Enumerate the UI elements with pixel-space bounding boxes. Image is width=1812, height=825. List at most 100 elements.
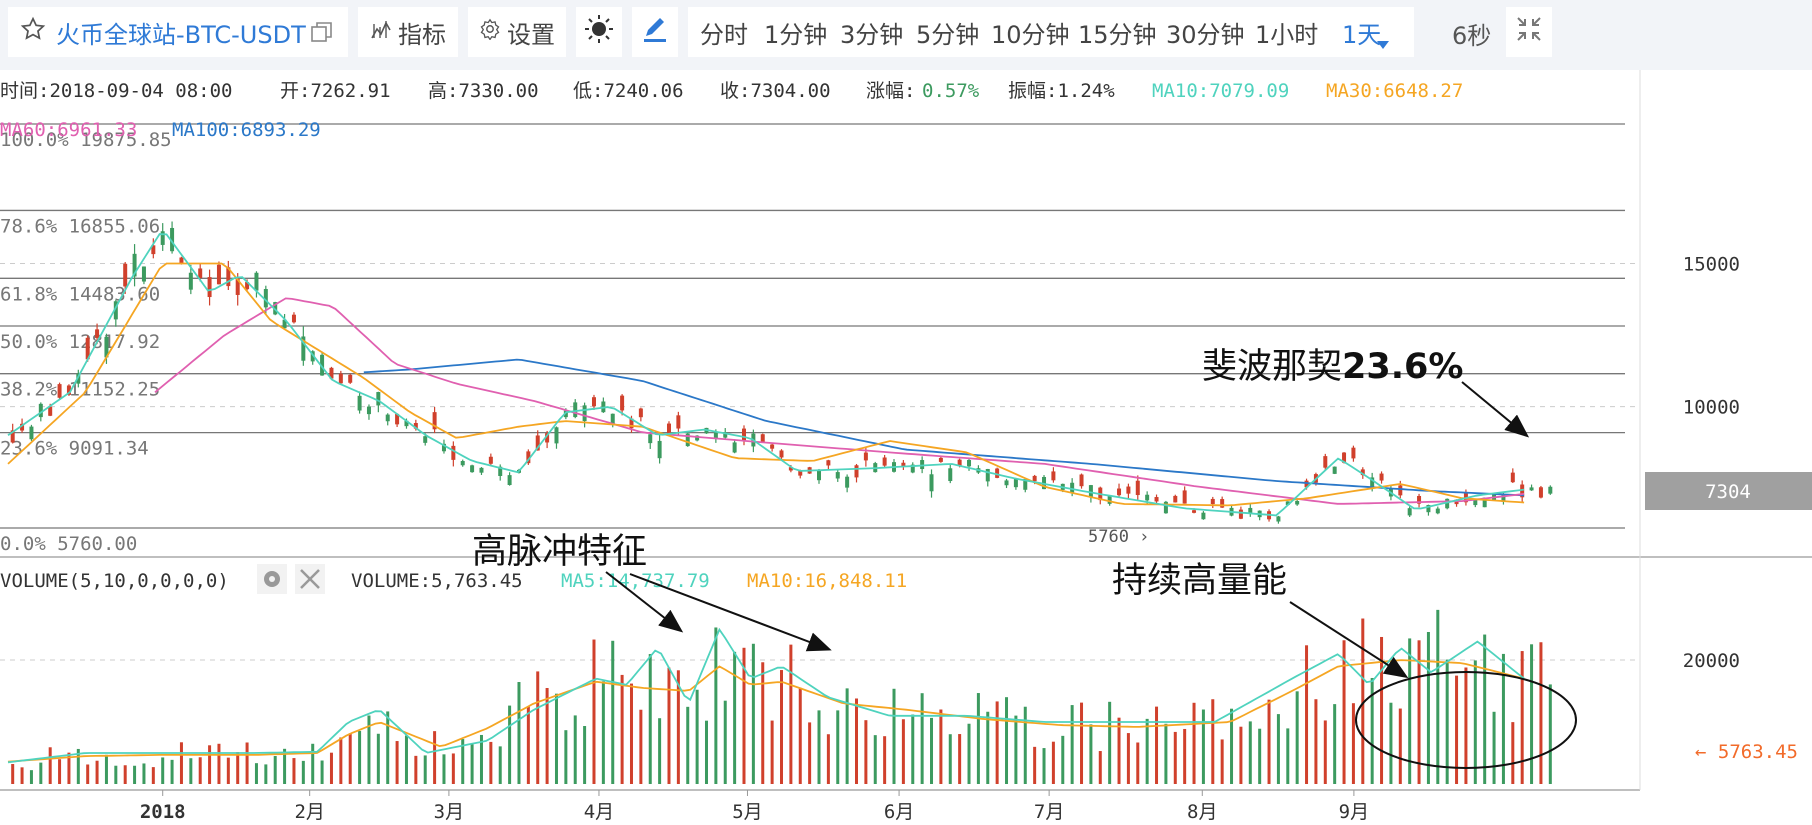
period-tab[interactable]: 3分钟 xyxy=(840,20,904,49)
candle-body xyxy=(835,472,840,479)
period-tab[interactable]: 5分钟 xyxy=(916,20,980,49)
candle-body xyxy=(1051,471,1056,481)
volume-bar xyxy=(508,705,512,784)
candle-body xyxy=(985,468,990,482)
volume-bar xyxy=(976,693,980,784)
volume-bar xyxy=(1108,701,1112,784)
volume-bar xyxy=(1192,702,1196,784)
candle-body xyxy=(479,467,484,473)
volume-bar xyxy=(133,765,137,784)
candle-body xyxy=(254,272,259,291)
candle-body xyxy=(1276,516,1281,522)
volume-bar xyxy=(226,757,230,784)
volume-bar xyxy=(1295,691,1299,784)
settings-label: 设置 xyxy=(507,20,555,49)
star-outline-icon[interactable] xyxy=(20,16,46,48)
candle-body xyxy=(732,442,737,453)
candle-body xyxy=(132,253,137,277)
volume-bar xyxy=(170,759,174,784)
volume-bar xyxy=(967,723,971,784)
annotation-arrow xyxy=(629,573,832,652)
info-ma30: MA30:6648.27 xyxy=(1326,80,1463,102)
candle-body xyxy=(1435,508,1440,514)
volume-bar xyxy=(479,734,483,784)
info-change-label: 涨幅: xyxy=(866,80,915,102)
period-tab[interactable]: 1小时 xyxy=(1255,20,1319,49)
volume-bar xyxy=(1173,731,1177,784)
volume-bar xyxy=(1070,705,1074,784)
x-tick-label: 5月 xyxy=(732,801,762,823)
period-tab[interactable]: 10分钟 xyxy=(991,20,1070,49)
market-selector[interactable]: 火币全球站-BTC-USDT xyxy=(8,7,348,57)
volume-bar xyxy=(1258,728,1262,784)
fib-level-label: 61.8% 14483.60 xyxy=(0,283,160,305)
candle-body xyxy=(863,452,868,461)
annotation-ellipse xyxy=(1355,671,1577,769)
period-tab[interactable]: 15分钟 xyxy=(1078,20,1157,49)
candle-body xyxy=(1342,452,1347,463)
indicators-button[interactable]: 指标 xyxy=(358,7,458,57)
candle-body xyxy=(20,423,25,431)
volume-bar xyxy=(1061,735,1065,784)
grid-lines xyxy=(0,263,1640,661)
volume-bar xyxy=(414,755,418,784)
settings-button[interactable]: 设置 xyxy=(468,7,566,57)
candle-body xyxy=(1510,472,1515,483)
candle-body xyxy=(441,443,446,452)
candle-body xyxy=(141,266,146,282)
volume-bar xyxy=(808,722,812,784)
volume-bar xyxy=(639,709,643,784)
candle-body xyxy=(1126,486,1131,494)
candle-body xyxy=(788,467,793,471)
fib-level-label: 50.0% 12817.92 xyxy=(0,331,160,353)
volume-bar xyxy=(1501,653,1505,784)
volume-tick-label: 20000 xyxy=(1683,650,1740,672)
candle-body xyxy=(1238,509,1243,519)
candle-body xyxy=(357,395,362,411)
candle-body xyxy=(1163,501,1168,514)
theme-toggle-button[interactable] xyxy=(576,7,622,57)
volume-bar xyxy=(20,767,24,784)
candle-body xyxy=(676,415,681,429)
volume-bar xyxy=(114,765,118,784)
volume-bar xyxy=(1248,721,1252,784)
draw-tool-button[interactable] xyxy=(632,7,678,57)
collapse-button[interactable] xyxy=(1506,7,1552,57)
period-tab[interactable]: 分时 xyxy=(700,20,748,49)
volume-bar xyxy=(780,670,783,784)
volume-bar xyxy=(564,730,568,784)
volume-bar xyxy=(95,760,99,784)
caret-down-icon[interactable] xyxy=(1376,28,1390,56)
volume-bar xyxy=(723,700,727,784)
candle-body xyxy=(1473,499,1478,506)
period-tab-active[interactable]: 1天 xyxy=(1342,20,1382,49)
info-high: 高:7330.00 xyxy=(428,80,539,102)
candle-body xyxy=(85,337,90,360)
candle-body xyxy=(995,468,1000,478)
volume-bar xyxy=(1005,697,1009,784)
candle-body xyxy=(957,459,962,466)
current-price-text: 7304 xyxy=(1705,481,1751,503)
candle-body xyxy=(188,272,193,290)
volume-bar xyxy=(789,644,793,784)
volume-bar xyxy=(208,745,212,784)
chart-toolbar: 火币全球站-BTC-USDT 指标 设置 分时 1分钟 3分钟 5分钟 10分钟… xyxy=(0,0,1812,70)
window-icon[interactable] xyxy=(310,20,334,50)
collapse-arrows-icon xyxy=(1515,15,1543,49)
volume-bar xyxy=(76,748,80,784)
candle-body xyxy=(1032,475,1037,482)
volume-bar xyxy=(1089,724,1093,784)
candle-body xyxy=(385,414,390,422)
period-tab[interactable]: 1分钟 xyxy=(764,20,828,49)
volume-bar xyxy=(1042,748,1046,784)
period-tab[interactable]: 30分钟 xyxy=(1166,20,1245,49)
volume-bar xyxy=(1408,638,1412,784)
x-tick-label: 2月 xyxy=(294,801,324,823)
candle-body xyxy=(488,456,493,464)
volume-bar xyxy=(179,742,183,784)
low-marker-label: 5760 › xyxy=(1088,527,1149,547)
volume-bar xyxy=(1380,636,1384,784)
candle-body xyxy=(591,397,596,407)
candle-body xyxy=(76,373,81,384)
